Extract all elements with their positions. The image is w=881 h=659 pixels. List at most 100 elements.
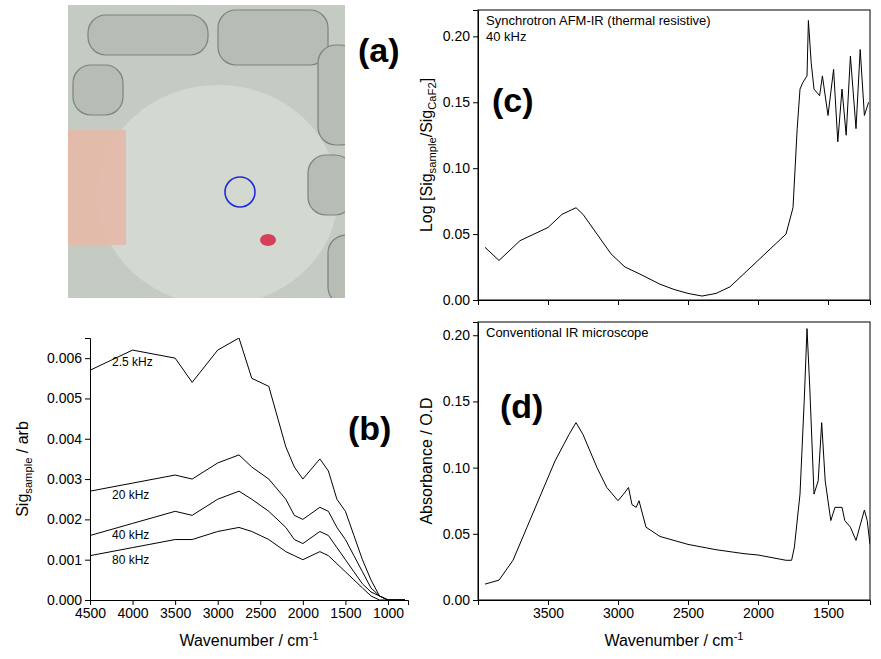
y-axis: 0.0000.0010.0020.0030.0040.0050.006 [47,339,91,608]
y-tick-mark [85,398,90,399]
y-tick-mark [473,36,478,37]
series-label: 2.5 kHz [112,355,153,369]
x-tick: 3000 [603,600,634,621]
text-segment: Wavenumber / cm [604,632,733,649]
panel-letter: (c) [492,81,534,119]
series-line [90,455,405,600]
y-tick-label: 0.15 [443,94,470,110]
x-tick: 4000 [117,600,148,621]
series-label: 80 kHz [112,553,149,567]
text-segment: ] [418,78,435,82]
y-tick-label: 0.003 [47,471,82,487]
cell-cluster [73,65,123,115]
y-tick-mark [473,600,478,601]
panel: 450040003500300025002000150010000.0000.0… [14,338,409,649]
y-tick-mark [473,401,478,402]
x-tick-label: 2500 [245,605,276,621]
x-tick [828,300,829,305]
y-tick-mark [473,534,478,535]
panel: 350030002500200015000.000.050.100.150.20… [418,322,871,649]
y-axis-line [473,11,479,301]
text-segment: Log [Sig [418,173,435,232]
y-tick-label: 0.20 [443,28,470,44]
red-particle [260,234,276,246]
y-tick-label: 0.00 [443,592,470,608]
y-axis-title: Sigsample / arb [14,421,35,517]
photo [68,5,345,298]
text-segment: / arb [14,421,31,458]
photo-panel: (a) [68,5,400,305]
y-tick: 0.10 [443,460,478,476]
x-tick-label: 3000 [603,605,634,621]
x-tick [548,300,549,305]
panel: 0.000.050.100.150.20Synchrotron AFM-IR (… [418,10,871,308]
x-tick: 1500 [330,600,361,621]
text-segment: sample [22,458,34,494]
panel-subtitle: 40 kHz [486,29,526,44]
x-tick-label: 1000 [373,605,404,621]
y-tick: 0.05 [443,226,478,242]
y-tick-label: 0.006 [47,350,82,366]
y-tick-mark [473,102,478,103]
x-tick [758,300,759,305]
y-tick-label: 0.000 [47,592,82,608]
y-tick: 0.001 [47,552,90,568]
text-segment: -1 [734,630,744,642]
y-tick-mark [85,519,90,520]
y-axis-title: Log [Sigsample/SigCaF2] [418,78,439,232]
y-tick-mark [85,479,90,480]
y-tick-mark [473,234,478,235]
x-tick-mark [688,300,689,305]
y-tick-mark [85,358,90,359]
y-tick-label: 0.20 [443,327,470,343]
panel-title: Conventional IR microscope [486,325,649,340]
y-axis: 0.000.050.100.150.20 [443,11,479,308]
series-line [90,338,405,600]
text-segment: Absorbance / O.D [418,397,435,524]
series-label: 40 kHz [112,528,149,542]
y-tick: 0.000 [47,592,90,608]
y-tick-label: 0.004 [47,431,82,447]
x-tick: 3500 [533,600,564,621]
panel-letter: (d) [500,387,543,425]
panel-letter: (a) [358,31,400,69]
text-segment: Wavenumber / cm [179,632,308,649]
y-tick: 0.20 [443,327,478,343]
text-segment: -1 [309,630,319,642]
x-tick-label: 2500 [673,605,704,621]
y-tick-mark [473,300,478,301]
y-tick: 0.15 [443,94,478,110]
x-tick-label: 3500 [160,605,191,621]
y-tick: 0.003 [47,471,90,487]
panel-title: Synchrotron AFM-IR (thermal resistive) [486,13,711,28]
y-tick: 0.006 [47,350,90,366]
x-tick: 3000 [203,600,234,621]
y-tick-mark [85,560,90,561]
y-tick-label: 0.001 [47,552,82,568]
y-tick: 0.00 [443,592,478,608]
x-tick-label: 1500 [330,605,361,621]
x-tick-mark [828,300,829,305]
cell-cluster [318,45,345,145]
y-axis-line [473,323,479,601]
y-tick-label: 0.005 [47,390,82,406]
x-tick-label: 3500 [533,605,564,621]
x-tick: 1000 [373,600,404,621]
y-tick-mark [85,439,90,440]
y-tick-mark [473,168,478,169]
panel-letter: (b) [348,409,391,447]
y-tick-mark [85,600,90,601]
x-axis [479,300,871,305]
y-axis: 0.000.050.100.150.20 [443,323,479,608]
y-tick-mark [473,335,478,336]
y-axis-line [85,339,91,601]
plot-lines [485,21,869,297]
x-tick: 2500 [245,600,276,621]
figure: (a)450040003500300025002000150010000.000… [0,0,881,659]
series-label: 20 kHz [112,488,149,502]
x-tick-label: 2000 [743,605,774,621]
x-tick: 2500 [673,600,704,621]
probe-circle [225,177,255,207]
x-tick: 2000 [288,600,319,621]
y-tick-mark [473,468,478,469]
